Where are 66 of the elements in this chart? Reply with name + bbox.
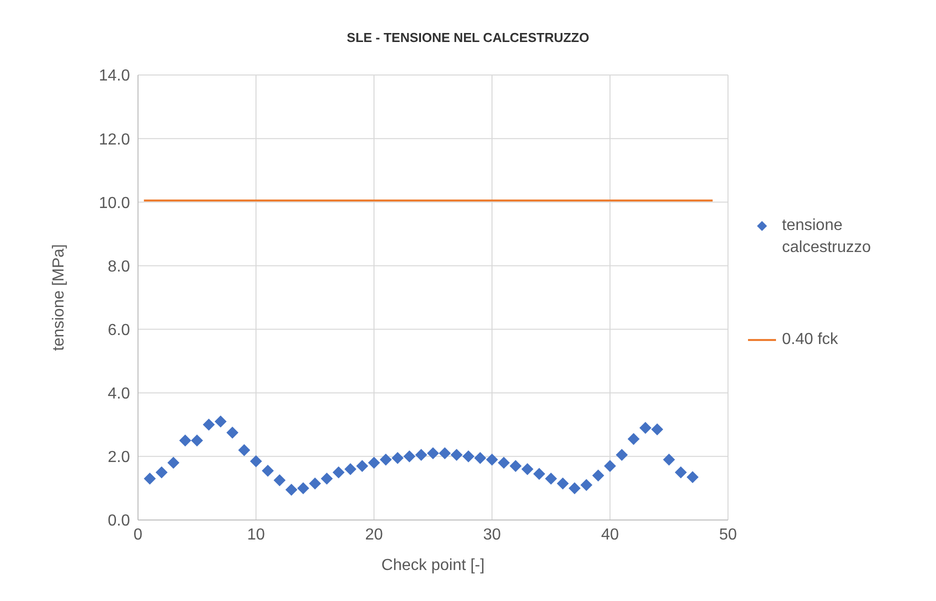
point (545, 472, 557, 485)
point (202, 418, 215, 431)
x-tick-label: 30 (483, 526, 501, 544)
point (674, 466, 687, 478)
point (380, 454, 392, 466)
y-tick-label: 14.0 (98, 68, 130, 85)
x-tick-label: 10 (247, 526, 265, 544)
point (651, 423, 664, 436)
x-tick-label: 40 (601, 526, 619, 544)
x-tick-label: 50 (719, 526, 737, 544)
point (616, 448, 628, 461)
point (250, 455, 262, 468)
y-tick-label: 10.0 (98, 194, 130, 212)
point (356, 460, 368, 472)
point (639, 422, 652, 434)
point (297, 482, 310, 494)
point (214, 415, 227, 428)
point (521, 463, 534, 476)
y-tick-label: 0.0 (108, 512, 130, 530)
point (191, 434, 203, 447)
point (167, 456, 180, 469)
point (344, 463, 356, 476)
x-axis-title: Check point [-] (381, 557, 485, 574)
point (568, 482, 581, 494)
point (262, 464, 274, 477)
x-tick-label: 20 (365, 526, 383, 544)
y-tick-label: 12.0 (98, 131, 130, 148)
point (663, 454, 675, 466)
point (392, 452, 404, 464)
point (403, 450, 416, 462)
point (486, 454, 498, 466)
y-tick-label: 2.0 (108, 449, 130, 466)
point (462, 450, 474, 462)
point (285, 484, 298, 496)
point (438, 447, 451, 460)
point (274, 474, 286, 486)
point (556, 477, 569, 490)
point (415, 448, 428, 461)
point (179, 434, 192, 447)
y-tick-label: 8.0 (108, 258, 130, 276)
point (450, 448, 463, 461)
point (156, 466, 168, 478)
point (592, 470, 604, 482)
point (580, 479, 592, 492)
point (320, 472, 333, 485)
point (226, 426, 238, 439)
point (474, 452, 486, 464)
point (368, 456, 380, 469)
point (427, 447, 439, 460)
chart-title: SLE - TENSIONE NEL CALCESTRUZZO (346, 29, 590, 45)
point (533, 468, 546, 480)
legend-label: 0.40 fck (782, 330, 838, 350)
point (238, 444, 250, 456)
x-tick-label: 0 (134, 526, 143, 544)
point (686, 471, 699, 484)
legend-label: tensione calcestruzzo (782, 216, 872, 258)
point (144, 472, 156, 485)
point (332, 466, 345, 478)
point (628, 432, 640, 445)
y-tick-label: 4.0 (108, 386, 130, 403)
point (498, 456, 510, 469)
point (309, 477, 321, 490)
point (604, 460, 616, 472)
y-tick-label: 6.0 (108, 322, 130, 339)
y-axis-title: tensione [MPa] (50, 244, 68, 351)
point (510, 460, 522, 472)
